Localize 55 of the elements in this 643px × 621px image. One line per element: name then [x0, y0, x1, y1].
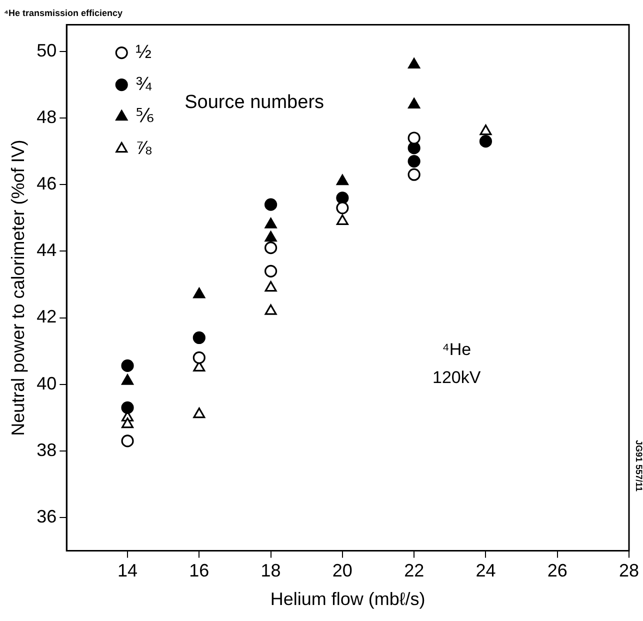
point	[122, 374, 134, 385]
point	[264, 231, 277, 242]
chart-title: ⁴He transmission efficiency	[4, 8, 122, 18]
point	[264, 264, 278, 278]
x-tick-label: 16	[189, 560, 210, 581]
point	[121, 359, 134, 372]
y-tick-label: 38	[36, 440, 57, 460]
point	[480, 124, 492, 136]
point	[408, 154, 420, 168]
y-tick-label: 46	[36, 174, 57, 194]
x-tick-label: 26	[547, 560, 568, 581]
point	[408, 58, 420, 69]
legend-title: Source numbers	[184, 92, 324, 114]
point	[264, 218, 277, 228]
point	[408, 142, 420, 154]
point	[193, 408, 206, 418]
x-tick-label: 20	[332, 560, 352, 581]
point	[264, 281, 277, 292]
x-tick-label: 18	[260, 560, 281, 581]
legend-label: ⅞	[136, 138, 152, 160]
x-tick-label: 24	[476, 560, 496, 581]
point	[192, 351, 206, 364]
point	[408, 132, 420, 144]
point	[336, 192, 349, 204]
point	[336, 214, 348, 226]
point	[193, 288, 206, 298]
y-tick-label: 42	[36, 306, 57, 327]
point	[479, 135, 492, 148]
y-tick-label: 50	[36, 40, 57, 60]
legend-label: ¾	[136, 74, 153, 96]
x-axis-title: Helium flow (mbℓ/s)	[270, 589, 426, 610]
legend-label: ⅚	[136, 106, 154, 128]
text: JG91 557/11	[634, 440, 643, 492]
point	[121, 401, 134, 414]
x-tick-label: 22	[404, 560, 424, 581]
y-axis-title: Neutral power to calorimeter (%of IV)	[8, 140, 28, 436]
point	[192, 331, 206, 344]
legend-label: ½	[136, 42, 152, 64]
point	[408, 168, 420, 181]
y-tick-label: 48	[36, 106, 57, 127]
point	[264, 198, 278, 211]
x-tick-label: 28	[618, 560, 640, 581]
point	[408, 98, 420, 108]
annotation: 120kV	[432, 368, 482, 387]
y-tick-label: 44	[36, 240, 57, 260]
point	[122, 417, 134, 428]
annotation: ⁴He	[442, 340, 472, 359]
point	[336, 174, 348, 186]
point	[336, 202, 349, 214]
point	[264, 242, 278, 254]
point	[264, 304, 277, 315]
y-tick-label: 40	[36, 373, 57, 394]
point	[121, 434, 134, 448]
y-tick-label: 36	[36, 506, 57, 526]
x-tick-label: 14	[118, 560, 138, 581]
